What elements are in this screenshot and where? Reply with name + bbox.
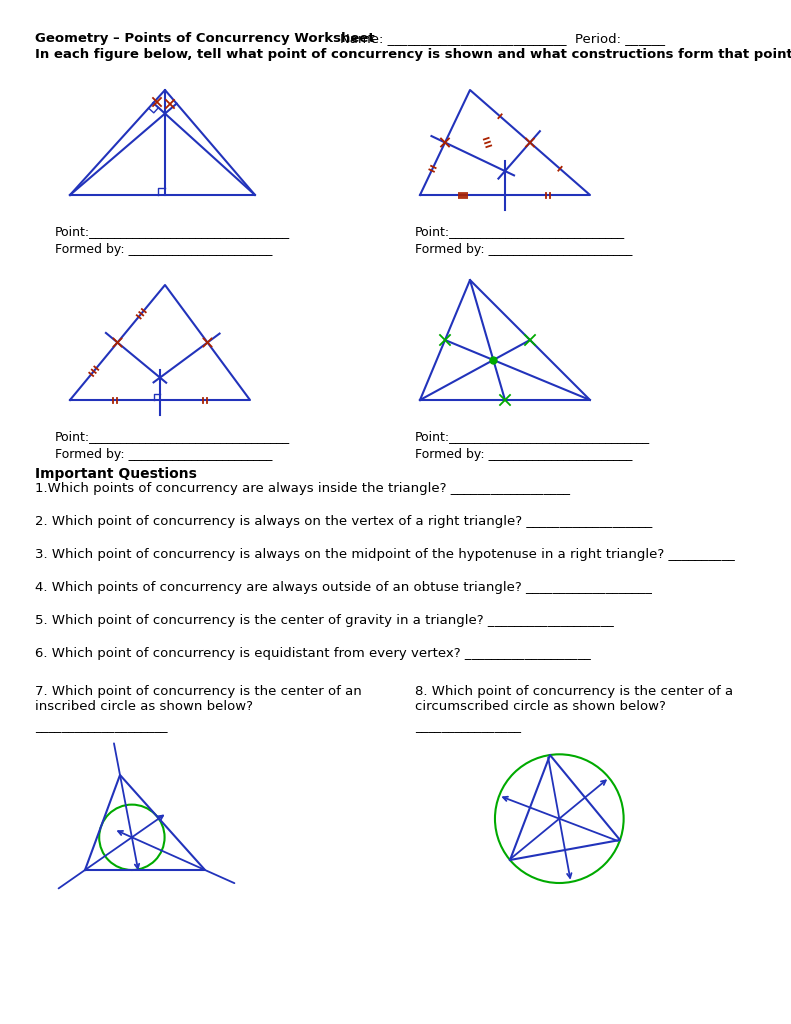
Text: 3. Which point of concurrency is always on the midpoint of the hypotenuse in a r: 3. Which point of concurrency is always … xyxy=(35,548,735,561)
Text: 8. Which point of concurrency is the center of a: 8. Which point of concurrency is the cen… xyxy=(415,685,733,698)
Text: 1.Which points of concurrency are always inside the triangle? __________________: 1.Which points of concurrency are always… xyxy=(35,482,570,495)
Text: 2. Which point of concurrency is always on the vertex of a right triangle? _____: 2. Which point of concurrency is always … xyxy=(35,515,653,528)
Text: 7. Which point of concurrency is the center of an: 7. Which point of concurrency is the cen… xyxy=(35,685,361,698)
Text: Point:____________________________: Point:____________________________ xyxy=(415,225,625,238)
Text: Formed by: _______________________: Formed by: _______________________ xyxy=(415,449,632,461)
Text: Important Questions: Important Questions xyxy=(35,467,197,481)
Text: Geometry – Points of Concurrency Worksheet: Geometry – Points of Concurrency Workshe… xyxy=(35,32,375,45)
Text: Formed by: _______________________: Formed by: _______________________ xyxy=(55,449,272,461)
Text: Formed by: _______________________: Formed by: _______________________ xyxy=(415,243,632,256)
Text: 4. Which points of concurrency are always outside of an obtuse triangle? _______: 4. Which points of concurrency are alway… xyxy=(35,581,652,594)
Text: circumscribed circle as shown below?: circumscribed circle as shown below? xyxy=(415,700,666,713)
Text: 6. Which point of concurrency is equidistant from every vertex? ________________: 6. Which point of concurrency is equidis… xyxy=(35,647,591,660)
Text: Formed by: _______________________: Formed by: _______________________ xyxy=(55,243,272,256)
Text: Point:________________________________: Point:________________________________ xyxy=(55,430,290,443)
Text: ____________________: ____________________ xyxy=(35,720,168,733)
Text: In each figure below, tell what point of concurrency is shown and what construct: In each figure below, tell what point of… xyxy=(35,48,791,61)
Text: Point:________________________________: Point:________________________________ xyxy=(55,225,290,238)
Text: Name: ___________________________  Period: ______: Name: ___________________________ Period… xyxy=(340,32,665,45)
Text: Point:________________________________: Point:________________________________ xyxy=(415,430,650,443)
Text: 5. Which point of concurrency is the center of gravity in a triangle? __________: 5. Which point of concurrency is the cen… xyxy=(35,614,614,627)
Text: ________________: ________________ xyxy=(415,720,521,733)
Text: inscribed circle as shown below?: inscribed circle as shown below? xyxy=(35,700,253,713)
